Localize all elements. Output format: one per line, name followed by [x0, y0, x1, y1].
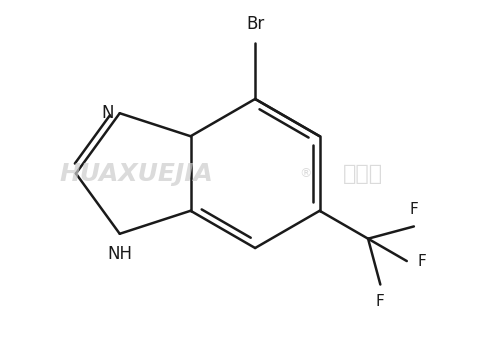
Text: F: F [417, 254, 426, 269]
Text: F: F [408, 202, 417, 217]
Text: HUAXUEJIA: HUAXUEJIA [60, 161, 213, 186]
Text: F: F [375, 294, 384, 309]
Text: N: N [101, 104, 114, 122]
Text: ®: ® [298, 167, 311, 180]
Text: 化学加: 化学加 [342, 163, 382, 184]
Text: Br: Br [245, 15, 264, 33]
Text: NH: NH [107, 245, 132, 263]
